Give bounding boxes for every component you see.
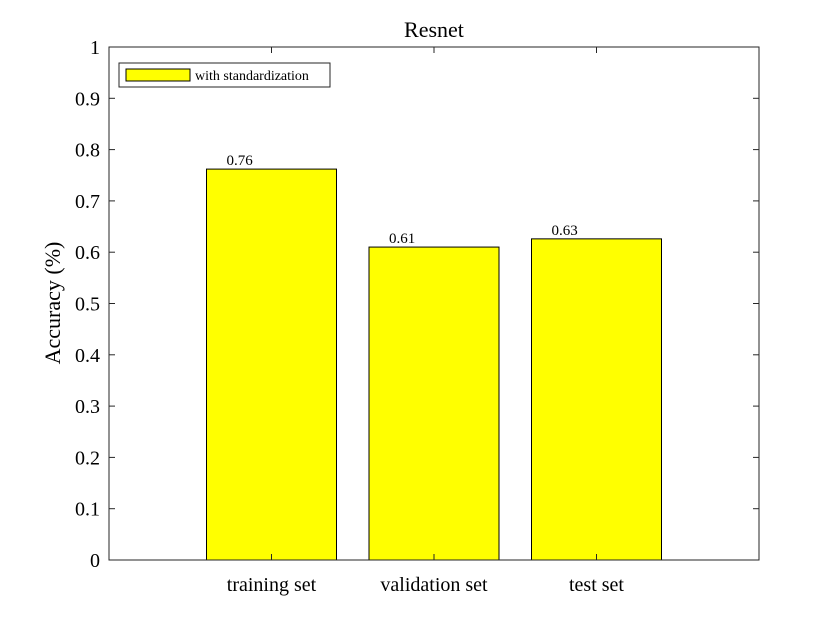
bar-training-set	[206, 168, 337, 561]
y-tick-label: 0.4	[75, 345, 100, 367]
bar-test-set	[531, 238, 662, 561]
bar-validation-set	[368, 246, 500, 561]
y-axis-title: Accuracy (%)	[40, 242, 65, 365]
x-tick-label: validation set	[380, 574, 488, 596]
legend: with standardization	[118, 62, 331, 88]
data-label: 0.61	[389, 231, 415, 247]
y-tick-label: 0.3	[75, 396, 100, 418]
data-label: 0.76	[227, 153, 254, 169]
plot-frame	[108, 46, 760, 561]
data-label: 0.63	[552, 223, 578, 239]
y-tick-label: 0.6	[75, 242, 100, 264]
y-tick-label: 0.9	[75, 88, 100, 110]
y-tick-label: 1	[90, 37, 100, 59]
y-tick-label: 0.1	[75, 499, 100, 521]
y-tick-label: 0.7	[75, 191, 100, 213]
x-tick-label: test set	[569, 574, 624, 596]
y-tick-label: 0.5	[75, 294, 100, 316]
y-tick-label: 0	[90, 550, 100, 572]
legend-swatch	[125, 68, 191, 82]
y-tick-label: 0.2	[75, 447, 100, 469]
x-tick-label: training set	[227, 574, 317, 596]
legend-label: with standardization	[195, 69, 309, 84]
chart-title: Resnet	[404, 17, 464, 42]
y-tick-label: 0.8	[75, 140, 100, 162]
